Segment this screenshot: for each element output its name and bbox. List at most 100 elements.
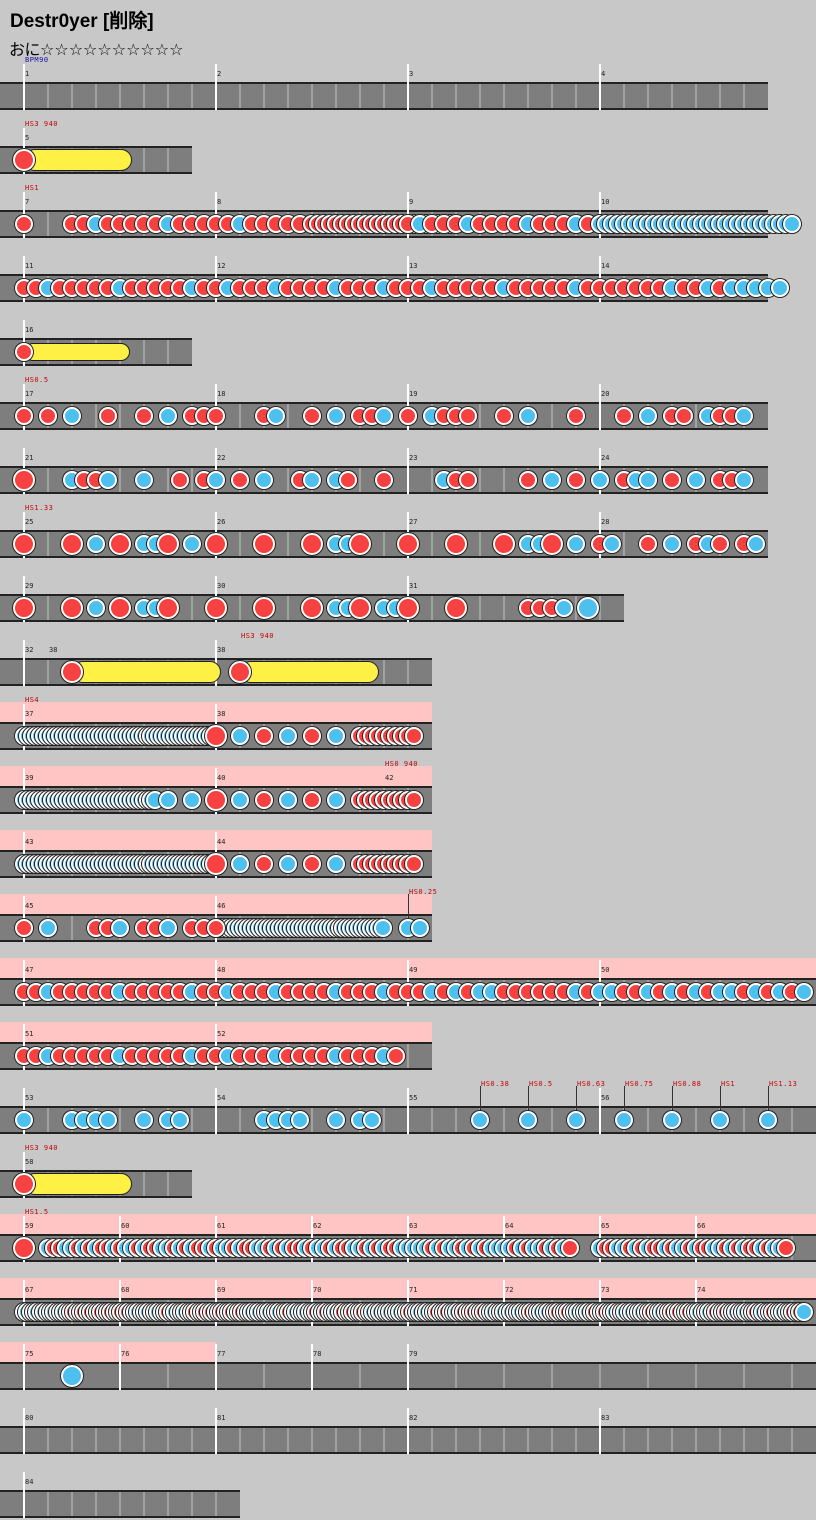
- beat-line: [287, 596, 289, 620]
- difficulty-stars: ☆☆☆☆☆☆☆☆☆☆: [40, 40, 184, 59]
- beat-line: [47, 212, 49, 236]
- beat-line: [119, 1492, 121, 1516]
- speed-label: HS0.25: [409, 888, 438, 896]
- beat-line: [431, 596, 433, 620]
- measure-number: 75: [25, 1350, 34, 1358]
- speed-label: HS4: [25, 696, 40, 704]
- don-note: [205, 853, 227, 875]
- ka-note: [735, 407, 753, 425]
- speed-change-marker: [576, 1086, 577, 1120]
- bar-line: [599, 384, 601, 430]
- beat-line: [695, 1364, 697, 1388]
- beat-line: [167, 340, 169, 364]
- ka-note: [99, 471, 117, 489]
- gogo-band: [0, 1342, 216, 1362]
- ka-note: [794, 1303, 813, 1321]
- beat-line: [239, 596, 241, 620]
- beat-line: [287, 1428, 289, 1452]
- bar-line: [119, 1344, 121, 1390]
- don-note: [445, 533, 467, 555]
- ka-note: [183, 791, 201, 809]
- beat-line: [479, 532, 481, 556]
- beat-line: [143, 84, 145, 108]
- beat-line: [95, 84, 97, 108]
- don-note: [567, 471, 585, 489]
- don-note: [397, 597, 419, 619]
- don-note: [445, 597, 467, 619]
- beat-line: [359, 1428, 361, 1452]
- don-note: [109, 533, 131, 555]
- beat-line: [47, 660, 49, 684]
- beat-line: [215, 1492, 217, 1516]
- don-note: [405, 727, 423, 745]
- beat-line: [47, 532, 49, 556]
- measure-number: 40: [217, 774, 226, 782]
- ka-note: [747, 535, 765, 553]
- speed-change-marker: [720, 1086, 721, 1120]
- don-note: [405, 855, 423, 873]
- beat-line: [575, 596, 577, 620]
- ka-note: [327, 791, 345, 809]
- bar-line: [215, 1408, 217, 1454]
- don-note: [339, 471, 357, 489]
- don-note: [711, 535, 729, 553]
- don-note: [13, 1237, 35, 1259]
- bar-line: [215, 1088, 217, 1134]
- don-note: [255, 727, 273, 745]
- ka-note: [471, 1111, 489, 1129]
- don-note: [459, 407, 477, 425]
- beat-line: [71, 1428, 73, 1452]
- ka-note: [15, 1111, 33, 1129]
- don-note: [495, 407, 513, 425]
- don-note: [109, 597, 131, 619]
- ka-note: [183, 535, 201, 553]
- ka-note: [303, 471, 321, 489]
- speed-change-marker: [528, 1086, 529, 1120]
- don-note: [675, 407, 693, 425]
- measure-number: 13: [409, 262, 418, 270]
- speed-label: HS3 940: [241, 632, 275, 640]
- speed-label: HS1.13: [769, 1080, 798, 1088]
- measure-number: 38: [217, 646, 226, 654]
- beat-line: [47, 468, 49, 492]
- don-note: [349, 533, 371, 555]
- measure-number: 73: [601, 1286, 610, 1294]
- beat-line: [743, 1364, 745, 1388]
- measure-number: 74: [697, 1286, 706, 1294]
- beat-line: [191, 84, 193, 108]
- ka-note: [327, 727, 345, 745]
- beat-line: [191, 468, 193, 492]
- measure-number: 21: [25, 454, 34, 462]
- don-note: [349, 597, 371, 619]
- don-note: [229, 661, 251, 683]
- measure-number: 28: [601, 518, 610, 526]
- bar-line: [599, 1088, 601, 1134]
- measure-number: 58: [25, 1158, 34, 1166]
- measure-number: 38: [217, 710, 226, 718]
- don-note: [13, 533, 35, 555]
- beat-line: [95, 404, 97, 428]
- measure-number: 54: [217, 1094, 226, 1102]
- measure-number: 80: [25, 1414, 34, 1422]
- measure-number: 22: [217, 454, 226, 462]
- measure-number: 70: [313, 1286, 322, 1294]
- don-note: [493, 533, 515, 555]
- measure-number: 31: [409, 582, 418, 590]
- measure-number: 49: [409, 966, 418, 974]
- beat-line: [143, 1492, 145, 1516]
- beat-line: [167, 1364, 169, 1388]
- beat-line: [431, 1108, 433, 1132]
- don-note: [303, 791, 321, 809]
- measure-number: 77: [217, 1350, 226, 1358]
- bar-line: [215, 1344, 217, 1390]
- ka-note: [87, 599, 105, 617]
- beat-line: [239, 404, 241, 428]
- ka-note: [279, 855, 297, 873]
- speed-label: HS0.75: [625, 1080, 654, 1088]
- don-note: [13, 597, 35, 619]
- bar-line: [407, 1408, 409, 1454]
- don-note: [253, 597, 275, 619]
- measure-number: 4: [601, 70, 606, 78]
- ka-note: [171, 1111, 189, 1129]
- don-note: [157, 533, 179, 555]
